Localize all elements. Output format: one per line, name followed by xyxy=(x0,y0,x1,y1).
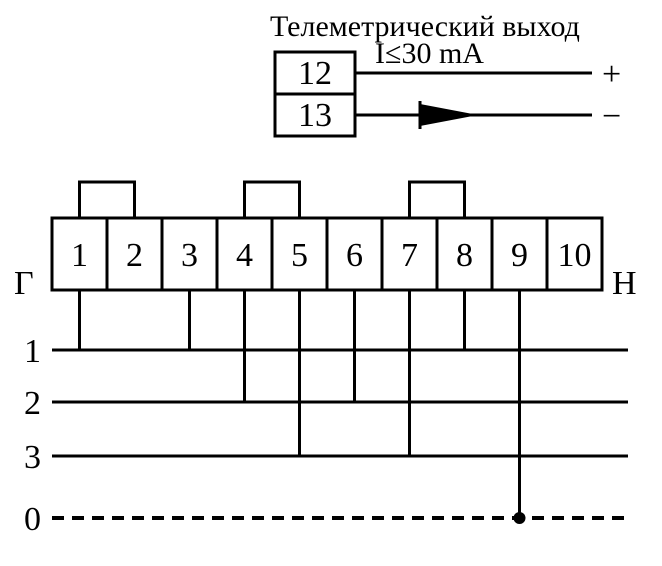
telemetry-plus-sign: + xyxy=(602,56,621,93)
telemetry-spec: I≤30 mA xyxy=(375,37,484,70)
bridge xyxy=(80,182,135,218)
right-label: Н xyxy=(612,265,637,302)
telemetry-top-label: 12 xyxy=(298,55,332,92)
terminal-label: 7 xyxy=(401,237,418,274)
row-r2-label: 2 xyxy=(24,385,41,422)
row-r0-label: 0 xyxy=(24,501,41,538)
terminal-label: 8 xyxy=(456,237,473,274)
left-label: Г xyxy=(14,265,34,302)
telemetry-minus-sign: − xyxy=(602,98,621,135)
wiring-diagram: Телеметрический выход1213I≤30 mA+−123456… xyxy=(0,0,662,566)
junction-dot xyxy=(514,512,526,524)
bridge xyxy=(410,182,465,218)
terminal-label: 5 xyxy=(291,237,308,274)
row-r1-label: 1 xyxy=(24,333,41,370)
terminal-label: 9 xyxy=(511,237,528,274)
row-r3-label: 3 xyxy=(24,439,41,476)
terminal-label: 4 xyxy=(236,237,253,274)
arrow-head-icon xyxy=(420,104,478,126)
terminal-label: 6 xyxy=(346,237,363,274)
terminal-label: 1 xyxy=(71,237,88,274)
terminal-label: 10 xyxy=(558,237,592,274)
bridge xyxy=(245,182,300,218)
terminal-label: 3 xyxy=(181,237,198,274)
terminal-label: 2 xyxy=(126,237,143,274)
telemetry-bottom-label: 13 xyxy=(298,97,332,134)
